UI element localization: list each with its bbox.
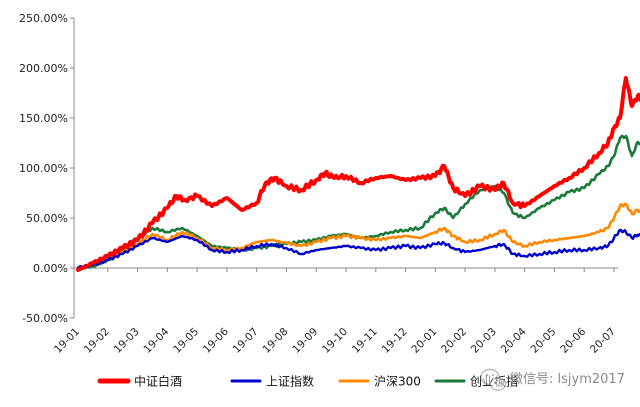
x-tick-label: 19-02 [82, 326, 112, 356]
series-line-3 [76, 134, 640, 270]
series-line-0 [76, 76, 640, 272]
y-tick-label: -50.00% [22, 312, 68, 325]
y-tick-label: 100.00% [19, 162, 68, 175]
x-tick-label: 19-04 [141, 325, 171, 355]
legend-label-0: 中证白酒 [134, 374, 182, 389]
y-tick-label: 250.00% [19, 12, 68, 25]
x-tick-label: 19-10 [320, 326, 350, 356]
x-axis-ticks: 19-01 19-02 19-03 19-04 19-05 19-06 19-07 19-08… [52, 268, 618, 356]
x-tick-label: 20-06 [558, 325, 588, 355]
legend-label-2: 沪深300 [374, 375, 421, 389]
x-tick-label: 19-03 [112, 326, 142, 356]
x-tick-label: 20-01 [409, 326, 439, 356]
x-tick-label: 19-11 [350, 326, 380, 356]
y-tick-label: 50.00% [26, 212, 68, 225]
series-lines [76, 76, 640, 272]
watermark: 微信号: lsjym2017 [480, 368, 625, 391]
x-tick-label: 19-05 [171, 326, 201, 356]
x-tick-label: 19-08 [261, 326, 291, 356]
watermark-text: 微信号: lsjym2017 [510, 372, 625, 387]
x-tick-label: 19-06 [201, 325, 231, 355]
y-axis-ticks: -50.00% 0.00% 50.00% 100.00% 150.00% 200.00% 2… [19, 12, 74, 325]
y-tick-label: 150.00% [19, 112, 68, 125]
x-tick-label: 20-07 [588, 326, 618, 356]
x-tick-label: 20-03 [469, 326, 499, 356]
series-line-1 [76, 228, 640, 270]
x-tick-label: 19-09 [290, 326, 320, 356]
series-line-2 [76, 202, 640, 270]
x-tick-label: 20-05 [529, 326, 559, 356]
axes [73, 18, 618, 318]
wechat-icon [480, 368, 507, 391]
x-tick-label: 19-12 [380, 326, 410, 356]
x-tick-label: 20-04 [499, 325, 529, 355]
legend: 中证白酒上证指数沪深300创业板指 [97, 374, 518, 389]
x-tick-label: 19-01 [52, 326, 82, 356]
legend-label-1: 上证指数 [266, 374, 314, 389]
x-tick-label: 20-02 [439, 326, 469, 356]
y-tick-label: 0.00% [33, 262, 68, 275]
y-tick-label: 200.00% [19, 62, 68, 75]
x-tick-label: 19-07 [231, 326, 261, 356]
